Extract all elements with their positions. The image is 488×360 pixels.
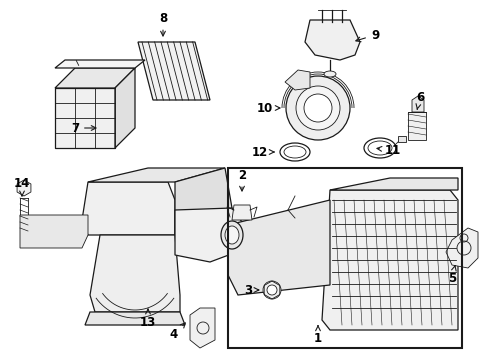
Text: 7: 7 bbox=[71, 122, 96, 135]
Polygon shape bbox=[138, 42, 209, 100]
Ellipse shape bbox=[224, 226, 239, 244]
Text: 14: 14 bbox=[14, 176, 30, 196]
Text: 12: 12 bbox=[251, 145, 274, 158]
Polygon shape bbox=[20, 215, 88, 248]
Text: 13: 13 bbox=[140, 309, 156, 328]
Polygon shape bbox=[82, 182, 175, 235]
Text: 4: 4 bbox=[169, 323, 185, 342]
Polygon shape bbox=[285, 70, 309, 90]
Circle shape bbox=[304, 94, 331, 122]
Bar bbox=[397, 136, 405, 142]
Polygon shape bbox=[90, 235, 180, 312]
Polygon shape bbox=[329, 178, 457, 190]
Polygon shape bbox=[55, 88, 115, 148]
Polygon shape bbox=[411, 96, 423, 112]
Text: 2: 2 bbox=[238, 168, 245, 191]
Ellipse shape bbox=[324, 71, 335, 77]
Polygon shape bbox=[175, 208, 242, 262]
Polygon shape bbox=[305, 20, 359, 60]
Polygon shape bbox=[175, 168, 231, 235]
Text: 11: 11 bbox=[376, 144, 400, 157]
Text: 6: 6 bbox=[415, 90, 423, 109]
Text: 1: 1 bbox=[313, 326, 322, 345]
Bar bbox=[227, 168, 461, 348]
Text: 9: 9 bbox=[355, 28, 378, 42]
Ellipse shape bbox=[221, 221, 243, 249]
Bar bbox=[407, 112, 425, 140]
Polygon shape bbox=[227, 200, 329, 295]
Polygon shape bbox=[321, 190, 457, 330]
Circle shape bbox=[266, 285, 276, 295]
Circle shape bbox=[263, 281, 281, 299]
Text: 5: 5 bbox=[447, 266, 455, 284]
Circle shape bbox=[285, 76, 349, 140]
Polygon shape bbox=[88, 168, 224, 182]
Polygon shape bbox=[445, 228, 477, 268]
Polygon shape bbox=[190, 308, 215, 348]
Text: 8: 8 bbox=[159, 12, 167, 36]
Text: 10: 10 bbox=[256, 102, 280, 114]
Text: 3: 3 bbox=[244, 284, 258, 297]
Polygon shape bbox=[115, 68, 135, 148]
Polygon shape bbox=[231, 205, 251, 220]
Polygon shape bbox=[55, 68, 135, 88]
Polygon shape bbox=[55, 60, 145, 68]
Circle shape bbox=[295, 86, 339, 130]
Polygon shape bbox=[85, 312, 184, 325]
